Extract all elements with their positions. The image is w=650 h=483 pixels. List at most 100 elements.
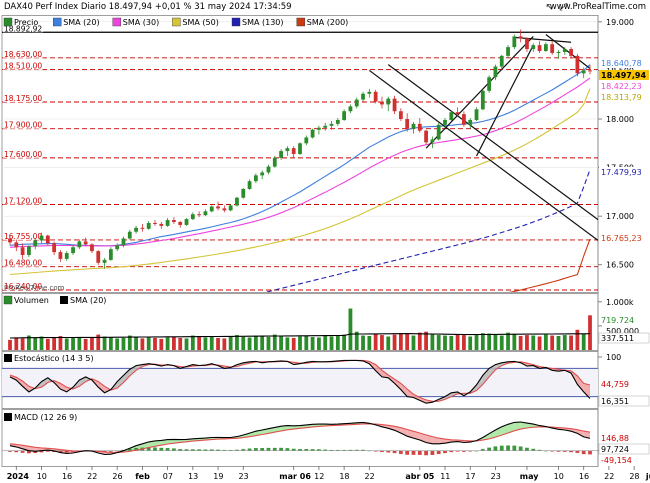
candle-body [323,125,328,128]
trend-line [425,36,534,149]
source-url[interactable]: www.ProRealTime.com [549,2,646,12]
macd-fill [148,440,155,448]
x-axis-label: 18 [339,472,349,481]
macd-fill [22,445,29,451]
candle [20,243,25,259]
candle-body [455,112,460,115]
candle-body [581,70,586,74]
macd-histogram-bar [178,449,183,451]
level-label: 17.600,00 [4,150,42,159]
candle-body [317,127,321,130]
candle [64,251,69,261]
volume-bar [190,335,195,350]
stochastic-badge: 44,759 [601,380,629,389]
volume-bar [291,337,296,350]
price-badge-bg [599,92,649,102]
volume-bar [159,338,164,350]
volume-bar [575,329,580,350]
volume-bar [39,336,44,350]
candle [33,238,38,250]
macd-histogram-bar [417,450,422,455]
macd-fill [426,434,433,444]
macd-histogram-bar [493,446,498,451]
volume-bar [569,335,573,350]
legend-swatch [172,17,181,27]
level-label-bg [3,149,43,158]
macd-fill [407,429,414,439]
candle [298,142,302,155]
candle-body [127,231,132,239]
volume-bar [317,337,321,350]
candle-body [518,36,523,39]
volume-bar [506,332,510,350]
stochastic-band [2,368,598,397]
price-axis-label: 19.000 [606,18,634,27]
candle-body [373,91,378,102]
x-axis-label: feb [135,472,150,481]
candle-body [83,241,88,245]
candle [197,211,202,218]
trend-line [475,44,534,157]
stochastic-legend [4,354,12,362]
volume-bar [380,335,384,350]
volume-axis-label: 1.000k [606,298,634,307]
volume-bar [531,335,536,350]
candle-body [411,123,416,129]
macd-histogram-bar [14,450,19,453]
candle [71,245,75,256]
macd-histogram-bar [468,450,473,452]
volume-bar [436,335,441,350]
volume-bar [543,334,548,350]
cursor-icon[interactable]: ↖ [545,2,554,13]
macd-histogram-bar [39,450,44,453]
price-badge: 18.313,79 [601,93,642,102]
x-axis-label: 26 [112,472,122,481]
volume-legend [3,295,68,305]
macd-fill [394,426,401,434]
candle [499,54,504,70]
macd-histogram-bar [159,447,164,451]
macd-histogram-bar [487,447,492,451]
macd-histogram-bar [184,449,189,451]
candle-body [115,245,120,250]
stochastic-k-line [9,359,591,404]
candle-body [367,91,372,94]
price-badge-bg [599,233,649,243]
legend-swatch [4,413,12,421]
candle [247,179,252,190]
macd-histogram-bar [272,447,277,451]
candle [266,164,271,175]
diagonal-icon[interactable]: ⤢ [559,2,568,13]
candle [153,220,157,226]
level-label-bg [3,24,43,33]
x-axis-label: abr 05 [405,472,434,481]
volume-bar [253,335,258,350]
macd-histogram-bar [335,449,340,451]
candle [90,243,94,254]
candle-body [52,243,57,253]
macd-histogram-bar [506,445,510,451]
volume-bar [354,331,359,350]
candle [493,64,498,81]
volume-bar [361,335,365,350]
candle-body [216,206,220,209]
macd-histogram-bar [323,449,328,451]
candle-body [499,55,504,67]
candle-body [235,197,239,206]
candle [285,146,290,156]
macd-histogram-bar [222,449,227,451]
macd-histogram-bar [216,449,220,451]
volume-bar [499,335,504,350]
candle-body [209,206,214,212]
candle [272,155,277,168]
macd-histogram-bar [342,449,347,451]
macd-histogram-bar [588,450,592,455]
candle [354,97,359,109]
candle [480,89,485,111]
volume-bar [462,335,466,350]
price-badge: 18.497,94 [601,71,646,80]
legend-swatch [112,17,122,27]
candle-body [342,111,347,120]
macd-fill [508,422,515,433]
candle [39,232,44,244]
